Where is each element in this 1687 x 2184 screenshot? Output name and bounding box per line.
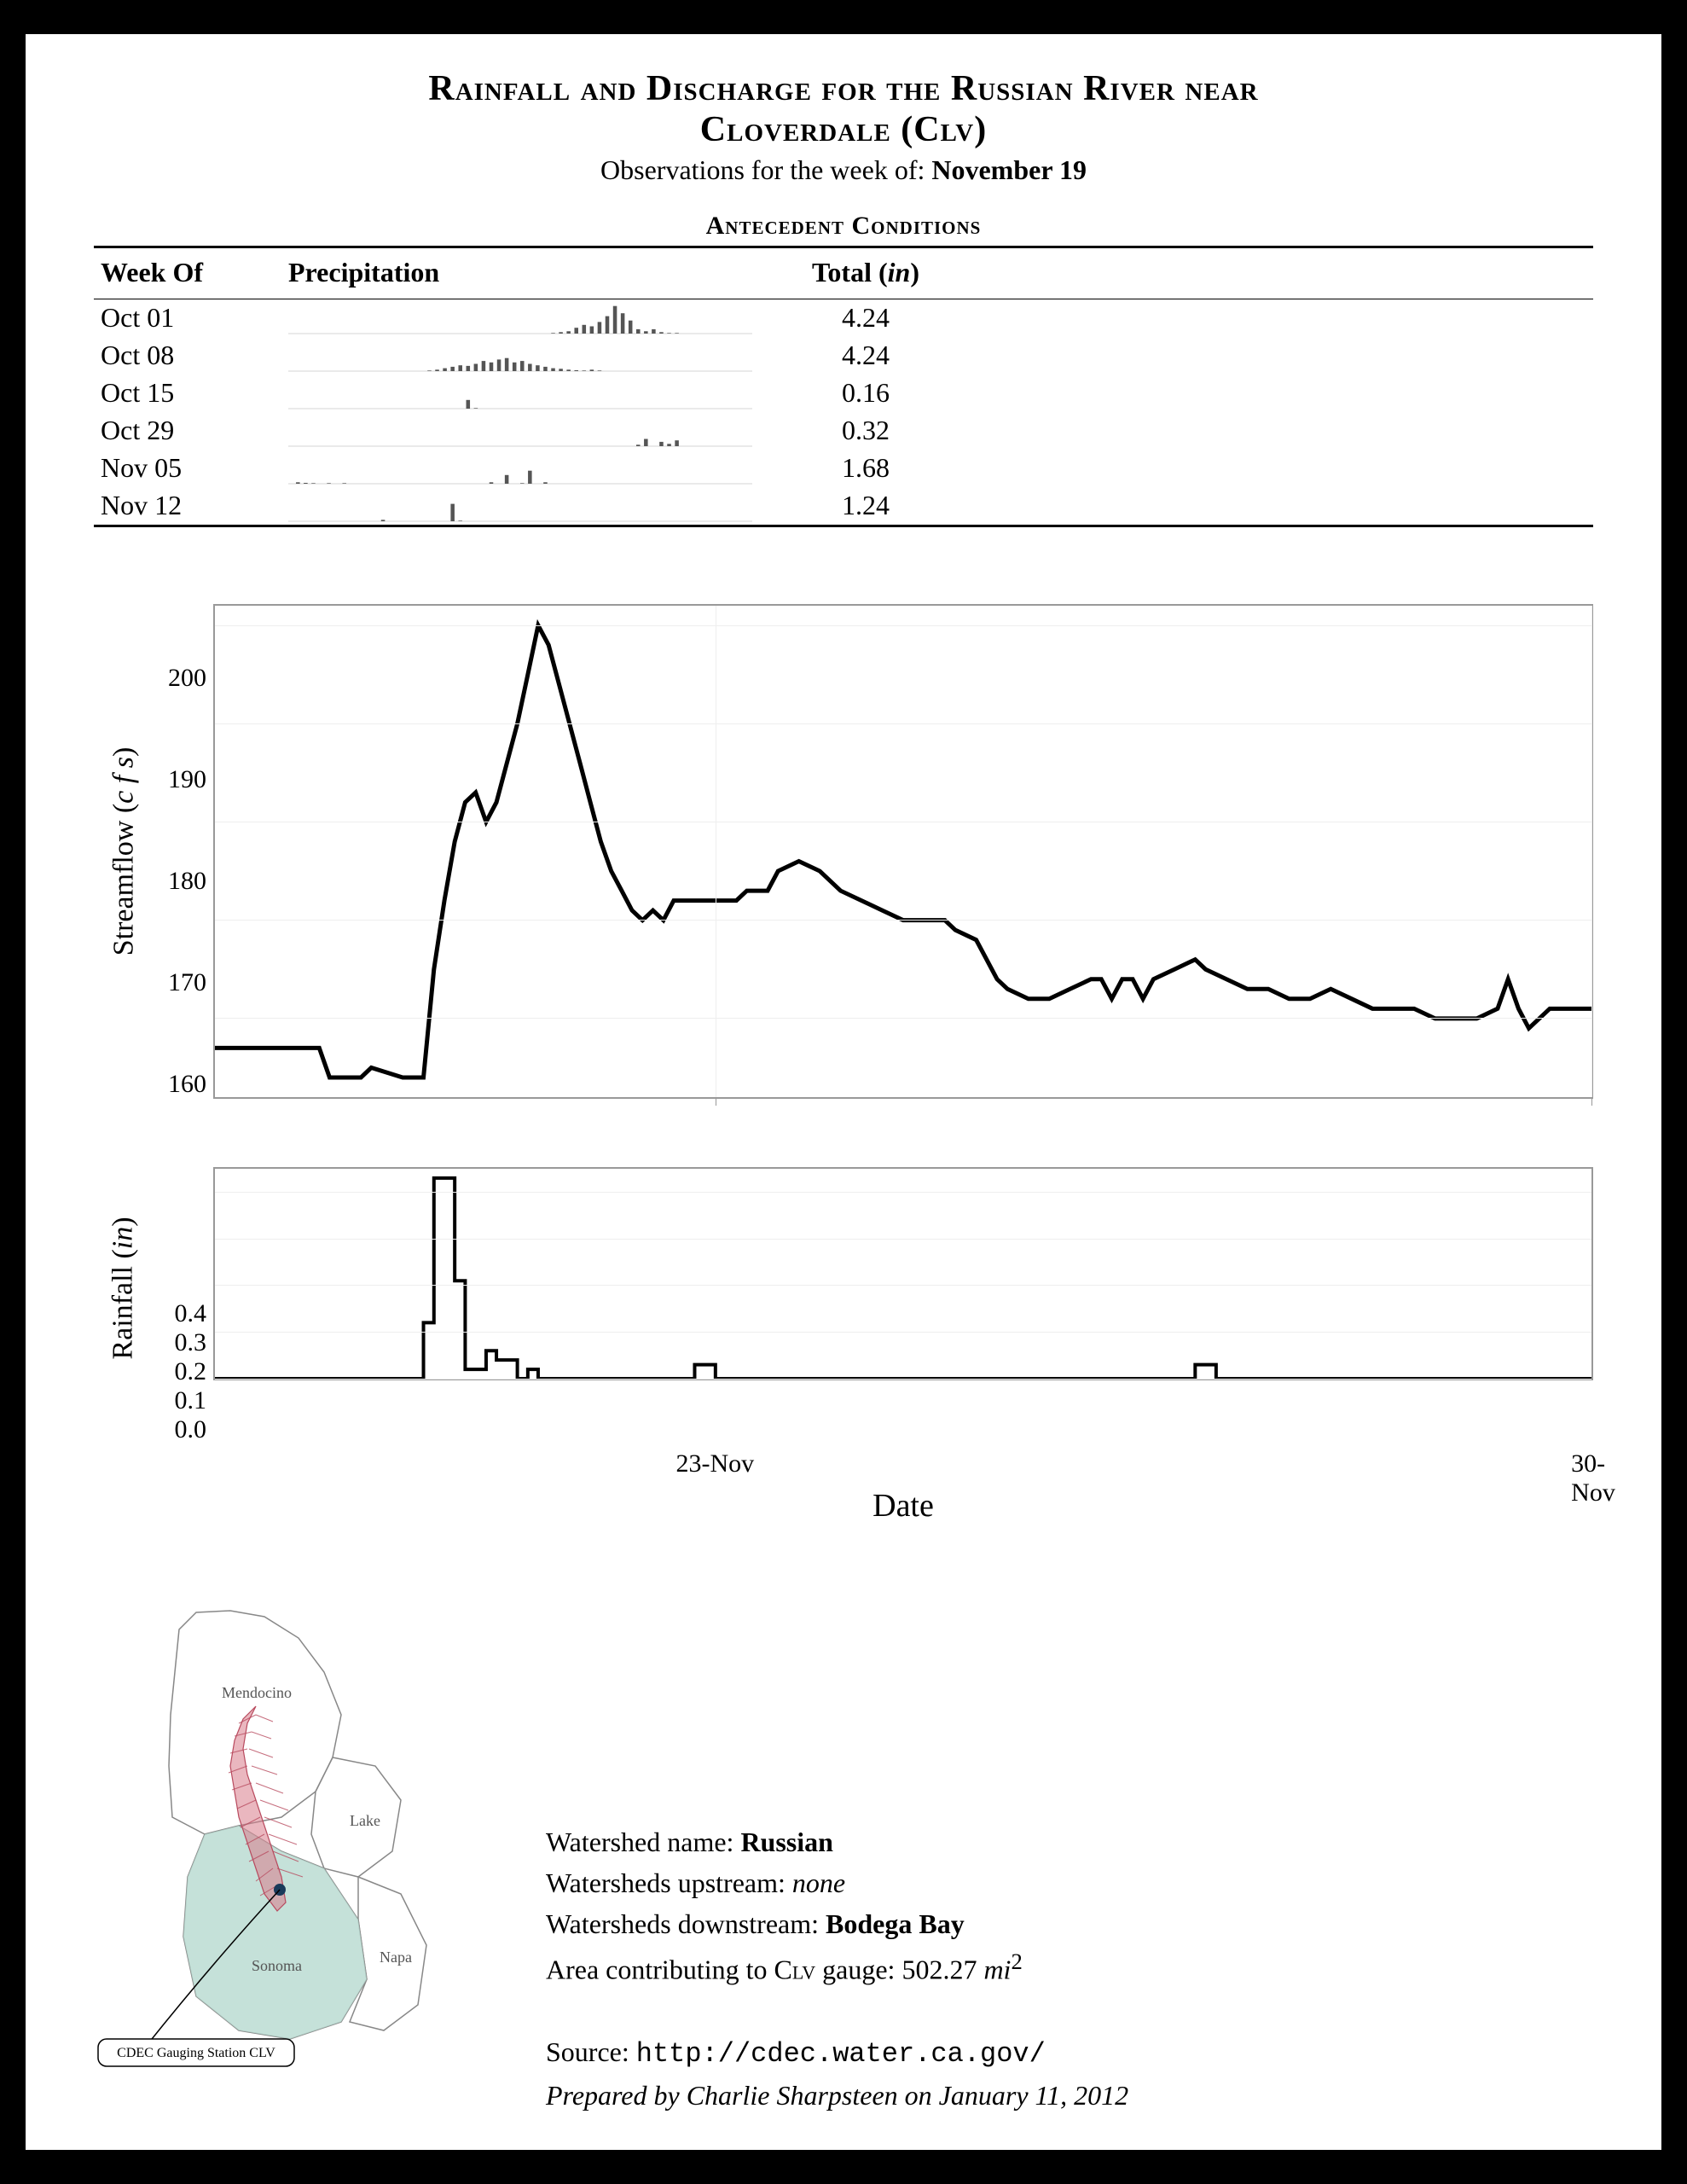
streamflow-ylabel: Streamflow (c f s) <box>107 746 140 956</box>
xtick-label: 30-Nov <box>1571 1449 1615 1507</box>
ytick-label: 0.4 <box>154 1299 206 1328</box>
col-total: Total (in) <box>759 248 972 299</box>
ytick-label: 0.0 <box>154 1415 206 1444</box>
meta-watershed: Watershed name: Russian <box>546 1821 1128 1862</box>
col-week: Week Of <box>94 248 281 299</box>
table-row: Oct 08 4.24 <box>94 337 1593 375</box>
ytick-label: 0.2 <box>154 1357 206 1386</box>
svg-text:Lake: Lake <box>350 1812 380 1829</box>
ytick-label: 170 <box>154 968 206 997</box>
title-line-1: Rainfall and Discharge for the Russian R… <box>428 69 1258 108</box>
meta-area: Area contributing to Clv gauge: 502.27 m… <box>546 1944 1128 1990</box>
cell-week: Oct 15 <box>94 375 281 412</box>
cell-total: 0.16 <box>759 375 972 412</box>
rainfall-plot-col <box>213 1133 1593 1444</box>
report-page: Rainfall and Discharge for the Russian R… <box>26 34 1661 2150</box>
cell-total: 4.24 <box>759 337 972 375</box>
streamflow-unit: c f s <box>107 757 139 804</box>
xaxis-title: Date <box>213 1487 1593 1525</box>
cell-precip-sparkline <box>281 487 759 525</box>
cell-total: 1.68 <box>759 450 972 487</box>
rainfall-row: Rainfall (in) 0.40.30.20.10.0 <box>94 1133 1593 1444</box>
cell-precip-sparkline <box>281 412 759 450</box>
streamflow-yaxis: 200 190 180 170 160 <box>154 604 213 1099</box>
cell-week: Oct 01 <box>94 299 281 337</box>
ytick-label: 200 <box>154 664 206 693</box>
ytick-label: 160 <box>154 1070 206 1099</box>
cell-week: Oct 08 <box>94 337 281 375</box>
charts-area: Streamflow (c f s) 200 190 180 170 160 Rainf… <box>94 604 1593 1525</box>
map-svg: CDEC Gauging Station CLV Mendocino Lake … <box>94 1595 503 2124</box>
cell-total: 0.32 <box>759 412 972 450</box>
streamflow-ylabel-col: Streamflow (c f s) <box>94 604 154 1099</box>
cell-week: Oct 29 <box>94 412 281 450</box>
streamflow-row: Streamflow (c f s) 200 190 180 170 160 <box>94 604 1593 1099</box>
table-row: Nov 12 1.24 <box>94 487 1593 525</box>
rainfall-ylabel-col: Rainfall (in) <box>94 1133 154 1444</box>
meta-downstream: Watersheds downstream: Bodega Bay <box>546 1903 1128 1944</box>
ytick-label: 0.1 <box>154 1386 206 1415</box>
rainfall-plot <box>213 1167 1593 1380</box>
conditions-header: Antecedent Conditions <box>94 212 1593 241</box>
footer: CDEC Gauging Station CLV Mendocino Lake … <box>94 1595 1593 2124</box>
ytick-label: 190 <box>154 765 206 794</box>
svg-text:Mendocino: Mendocino <box>222 1684 292 1701</box>
rainfall-yaxis: 0.40.30.20.10.0 <box>154 1133 213 1444</box>
streamflow-plot <box>213 604 1593 1099</box>
svg-text:Napa: Napa <box>380 1949 412 1966</box>
metadata-block: Watershed name: Russian Watersheds upstr… <box>546 1821 1128 2124</box>
cell-precip-sparkline <box>281 450 759 487</box>
cell-total: 4.24 <box>759 299 972 337</box>
cell-week: Nov 12 <box>94 487 281 525</box>
callout-label: CDEC Gauging Station CLV <box>117 2046 275 2060</box>
page-title: Rainfall and Discharge for the Russian R… <box>94 68 1593 151</box>
meta-upstream: Watersheds upstream: none <box>546 1862 1128 1903</box>
col-spacer <box>972 248 1593 299</box>
xtick-label: 23-Nov <box>676 1449 755 1478</box>
meta-prepared: Prepared by Charlie Sharpsteen on Januar… <box>546 2075 1128 2116</box>
subtitle-prefix: Observations for the week of: <box>600 154 931 185</box>
meta-source: Source: http://cdec.water.ca.gov/ <box>546 2031 1128 2075</box>
xaxis-row: 23-Nov30-Nov <box>94 1449 1593 1484</box>
table-row: Oct 01 4.24 <box>94 299 1593 337</box>
conditions-table: Week Of Precipitation Total (in) Oct 01 4… <box>94 248 1593 525</box>
cell-total: 1.24 <box>759 487 972 525</box>
xaxis-labels: 23-Nov30-Nov <box>213 1449 1593 1484</box>
table-row: Nov 05 1.68 <box>94 450 1593 487</box>
ytick-label: 180 <box>154 867 206 896</box>
conditions-table-wrap: Week Of Precipitation Total (in) Oct 01 4… <box>94 246 1593 527</box>
rainfall-unit: in <box>107 1227 139 1249</box>
cell-precip-sparkline <box>281 337 759 375</box>
xaxis-spacer <box>94 1449 213 1484</box>
table-header-row: Week Of Precipitation Total (in) <box>94 248 1593 299</box>
watershed-map: CDEC Gauging Station CLV Mendocino Lake … <box>94 1595 503 2124</box>
rainfall-ylabel: Rainfall (in) <box>107 1217 140 1360</box>
table-row: Oct 15 0.16 <box>94 375 1593 412</box>
ytick-label: 0.3 <box>154 1328 206 1357</box>
svg-text:Sonoma: Sonoma <box>252 1957 302 1974</box>
streamflow-plot-col <box>213 604 1593 1099</box>
title-line-2: Cloverdale (Clv) <box>700 110 987 149</box>
cell-precip-sparkline <box>281 299 759 337</box>
cell-week: Nov 05 <box>94 450 281 487</box>
col-precip: Precipitation <box>281 248 759 299</box>
subtitle: Observations for the week of: November 1… <box>94 154 1593 186</box>
cell-precip-sparkline <box>281 375 759 412</box>
subtitle-date: November 19 <box>931 154 1087 185</box>
table-row: Oct 29 0.32 <box>94 412 1593 450</box>
